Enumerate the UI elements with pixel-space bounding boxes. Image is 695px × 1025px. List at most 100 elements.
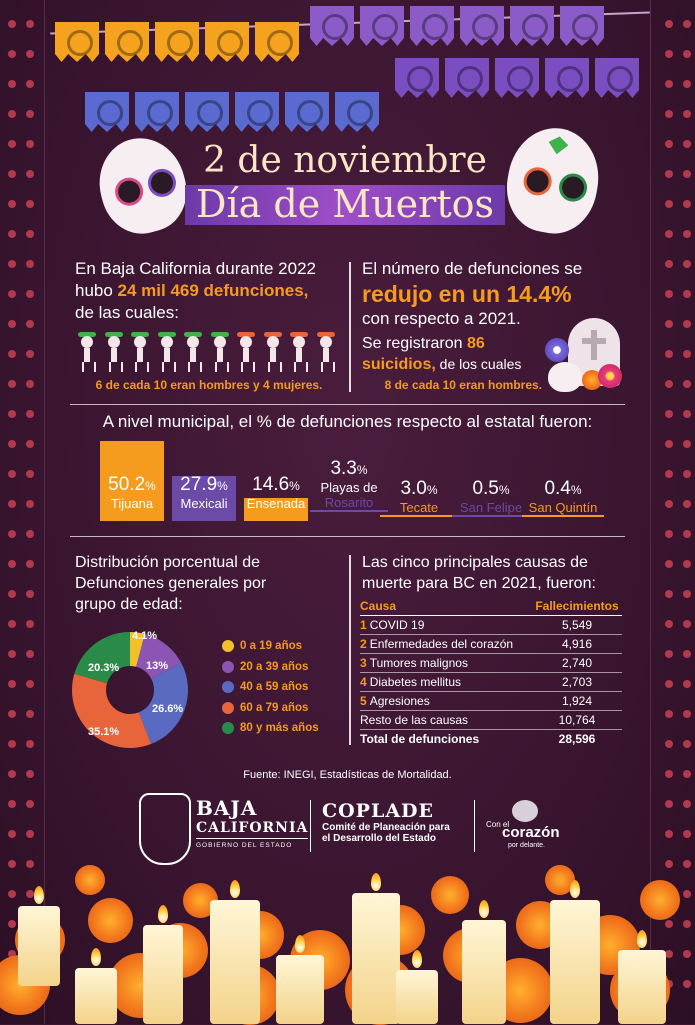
border-dot [665, 380, 673, 388]
cause-rows: 1 COVID 19 5,549 2 Enfermedades del corazón 4… [360, 616, 622, 711]
cause-name: Diabetes mellitus [369, 675, 462, 689]
border-dot [665, 350, 673, 358]
candle-icon [352, 893, 400, 1024]
border-dot [8, 860, 16, 868]
papel-picado-flag [445, 58, 489, 98]
hat [184, 332, 202, 337]
source-note: Fuente: INEGI, Estadísticas de Mortalida… [243, 769, 452, 781]
marigold-icon [640, 880, 680, 920]
border-dot [683, 530, 691, 538]
border-dot [26, 770, 34, 778]
legs [188, 362, 202, 372]
legs [161, 362, 176, 372]
border-dot [8, 590, 16, 598]
cause-cell: 5 Agresiones [360, 692, 430, 710]
border-dot [665, 290, 673, 298]
papel-picado-orange [55, 22, 299, 62]
border-dot [26, 500, 34, 508]
border-dot [683, 20, 691, 28]
border-dot [8, 650, 16, 658]
head [266, 336, 279, 348]
border-dot [8, 350, 16, 358]
legend-label: 20 a 39 años [240, 660, 309, 673]
municipality-name: Tecate [380, 500, 458, 517]
cross-vertical [591, 330, 597, 360]
donut-slice [136, 633, 182, 679]
candle-icon [462, 920, 506, 1024]
flame-icon [479, 900, 489, 918]
border-dot [8, 530, 16, 538]
border-dot [683, 290, 691, 298]
border-dot [683, 230, 691, 238]
border-dot [665, 620, 673, 628]
border-dot [683, 140, 691, 148]
flame-icon [371, 873, 381, 891]
border-dot [8, 290, 16, 298]
skull-eye [521, 165, 554, 198]
candle-icon [396, 970, 438, 1024]
border-dot [665, 440, 673, 448]
legend-item: 0 a 19 años [222, 640, 302, 652]
legend-label: 80 y más años [240, 722, 319, 734]
skull-eye [144, 165, 180, 201]
rank: 4 [360, 675, 367, 689]
border-dot [8, 230, 16, 238]
border-dot [8, 920, 16, 928]
border-dot [26, 740, 34, 748]
body [296, 348, 302, 362]
donut-slice-label: 26.6% [152, 703, 184, 715]
flame-icon [412, 950, 422, 968]
legs [267, 362, 282, 372]
male-skeleton-icon [210, 332, 229, 372]
border-dot [26, 230, 34, 238]
papel-picado-flag [310, 6, 354, 46]
donut-slice-label: 4.1% [132, 630, 158, 642]
border-dot [8, 950, 16, 958]
border-dot [665, 680, 673, 688]
papel-picado-flag [545, 58, 589, 98]
skull-eye [556, 171, 590, 204]
right-intro-text: El número de defunciones se redujo en un… [362, 258, 632, 330]
causes-table: Causa Fallecimientos 1 COVID 19 5,549 2 Enfe… [360, 597, 622, 748]
male-skeleton-icon [104, 332, 123, 372]
legs [82, 362, 96, 372]
papel-picado-flag [255, 22, 299, 62]
border-dot [8, 770, 16, 778]
border-dot [26, 380, 34, 388]
causes-heading-line2: muerte para BC en 2021, fueron: [362, 575, 596, 592]
flame-icon [91, 948, 101, 966]
heart-icon [512, 800, 538, 822]
coplade-line2: el Desarrollo del Estado [322, 833, 436, 844]
suicide-prefix: Se registraron [362, 335, 467, 352]
reduction-highlight: redujo en un 14.4% [362, 281, 572, 307]
corazon-line1: Con el [486, 820, 510, 829]
border-dot [26, 170, 34, 178]
border-dot [665, 410, 673, 418]
cause-cell: 4 Diabetes mellitus [360, 673, 461, 691]
skull-icon [222, 722, 234, 734]
border-dot [665, 920, 673, 928]
flame-icon [158, 905, 168, 923]
border-dot [8, 80, 16, 88]
municipality-label: 50.2% Tijuana [92, 474, 172, 511]
skull-eye [111, 174, 147, 209]
border-dot [683, 680, 691, 688]
border-dot [8, 500, 16, 508]
border-dot [26, 860, 34, 868]
papel-picado-flag [205, 22, 249, 62]
municipality-pct: 3.3% [330, 458, 368, 479]
border-dot [683, 620, 691, 628]
papel-picado-flag [510, 6, 554, 46]
causes-heading: Las cinco principales causas de muerte p… [362, 552, 632, 594]
male-skeleton-icon [131, 332, 149, 372]
border-dot [26, 800, 34, 808]
head [319, 336, 332, 348]
flower-icon [545, 338, 569, 362]
flame-icon [230, 880, 240, 898]
border-dot [8, 890, 16, 898]
head [134, 336, 146, 348]
municipality-6 [460, 518, 522, 521]
border-dot [665, 110, 673, 118]
corazon-line3: por delante. [508, 842, 545, 849]
age-heading-line3: grupo de edad: [75, 596, 183, 613]
